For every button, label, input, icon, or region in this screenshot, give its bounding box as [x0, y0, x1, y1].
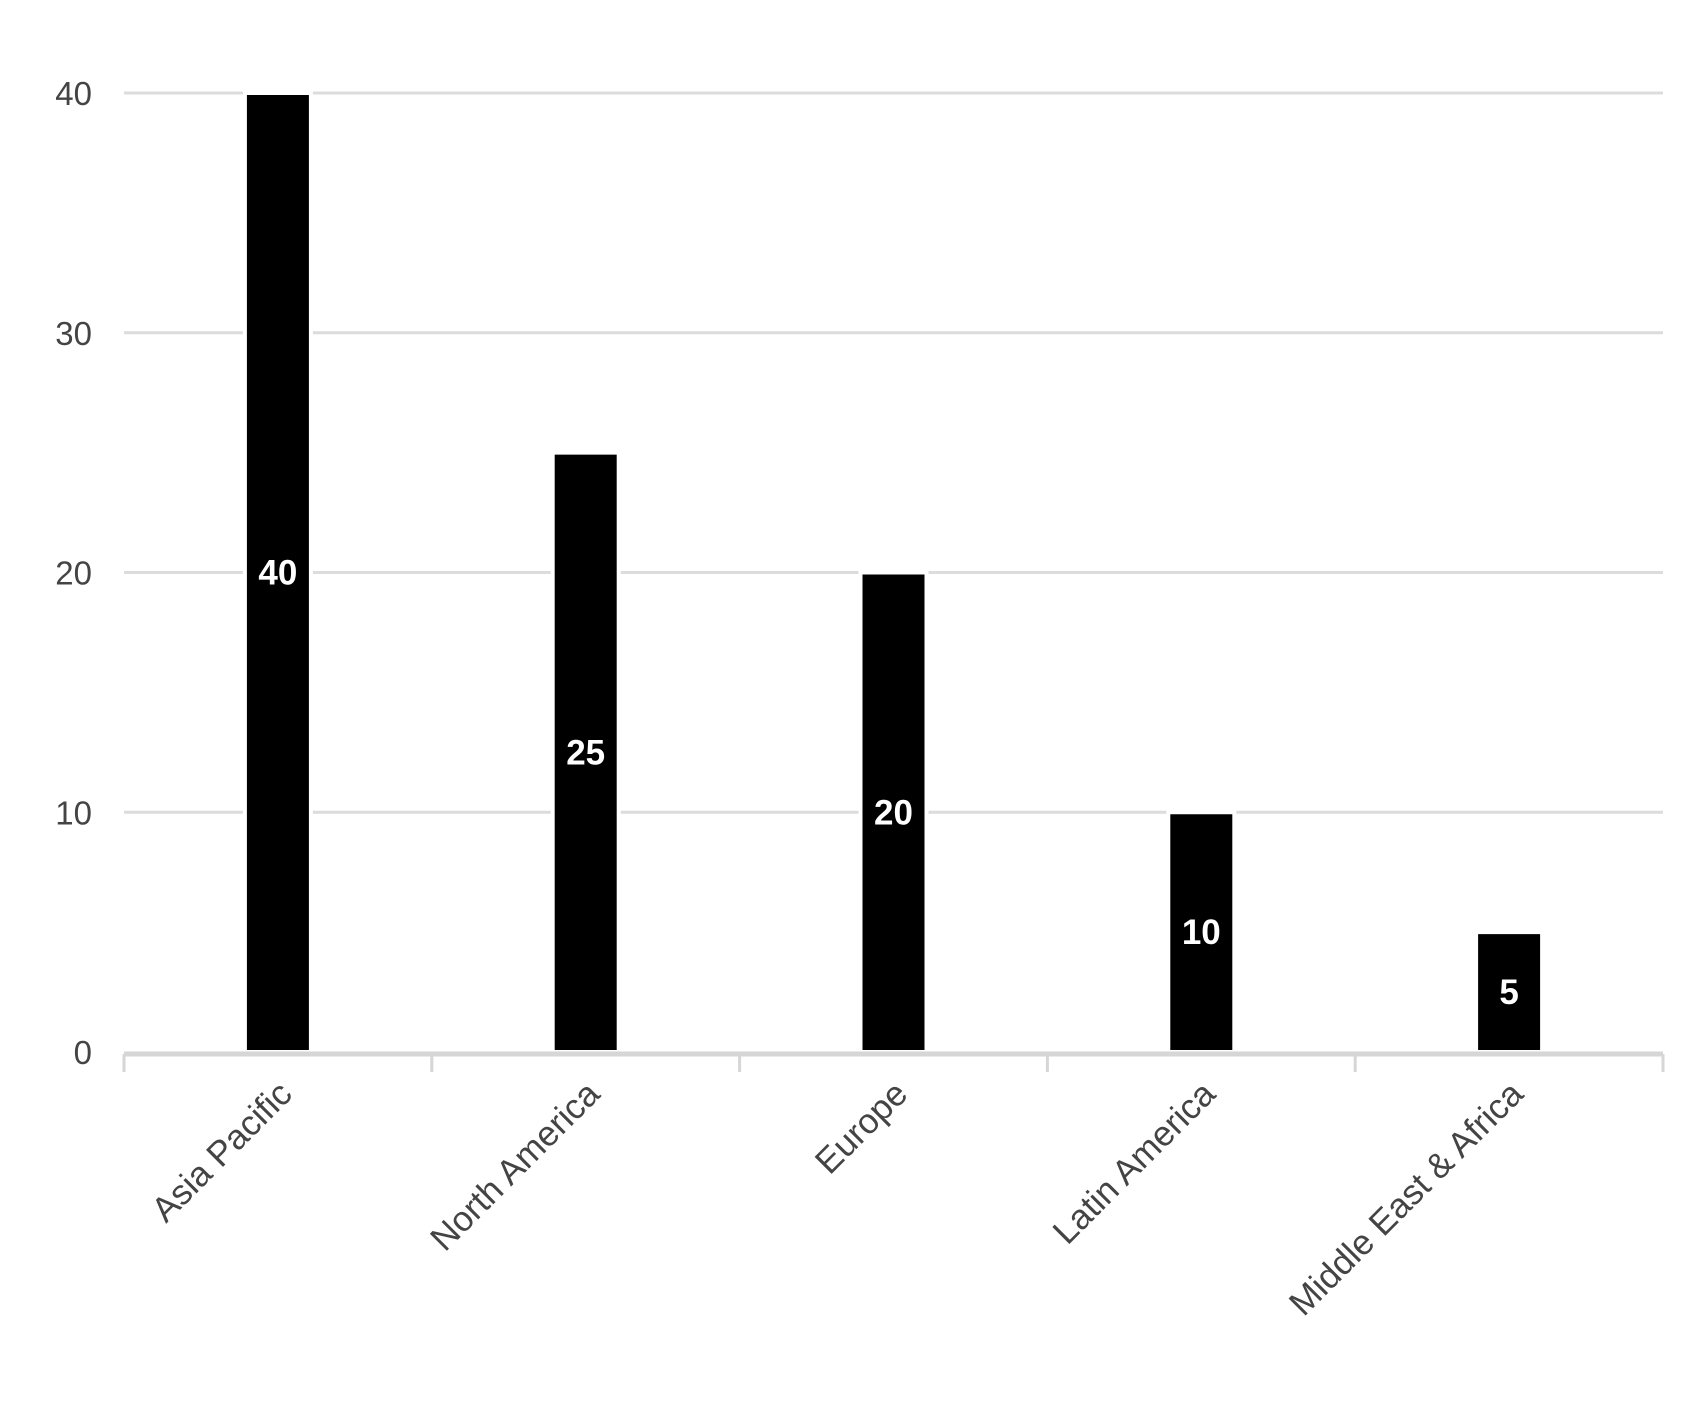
y-tick-label: 20 [55, 555, 92, 592]
y-axis-tick-labels: 0 10 20 30 40 [55, 75, 92, 1071]
y-tick-label: 30 [55, 315, 92, 352]
x-axis-tick-labels: Asia Pacific North America Europe Latin Ame… [144, 1074, 1531, 1323]
bar-value-label: 5 [1499, 973, 1518, 1012]
bar-value-label: 25 [566, 733, 605, 772]
y-tick-label: 10 [55, 794, 92, 831]
bar-value-label: 10 [1182, 913, 1221, 952]
data-labels: 40 25 20 10 5 [258, 554, 1518, 1013]
x-tick-label: Latin America [1045, 1074, 1223, 1252]
bar [242, 91, 313, 1054]
bar [858, 570, 929, 1054]
bar-value-label: 20 [874, 793, 913, 832]
x-tick-label: Asia Pacific [144, 1074, 299, 1229]
bar-value-label: 40 [258, 554, 297, 593]
y-tick-label: 0 [74, 1034, 92, 1071]
x-tick-label: Middle East & Africa [1282, 1074, 1531, 1323]
x-tick-label: North America [423, 1074, 608, 1259]
y-tick-label: 40 [55, 75, 92, 112]
x-axis [122, 1051, 1665, 1072]
x-tick-label: Europe [808, 1074, 915, 1181]
bar [1474, 930, 1545, 1054]
